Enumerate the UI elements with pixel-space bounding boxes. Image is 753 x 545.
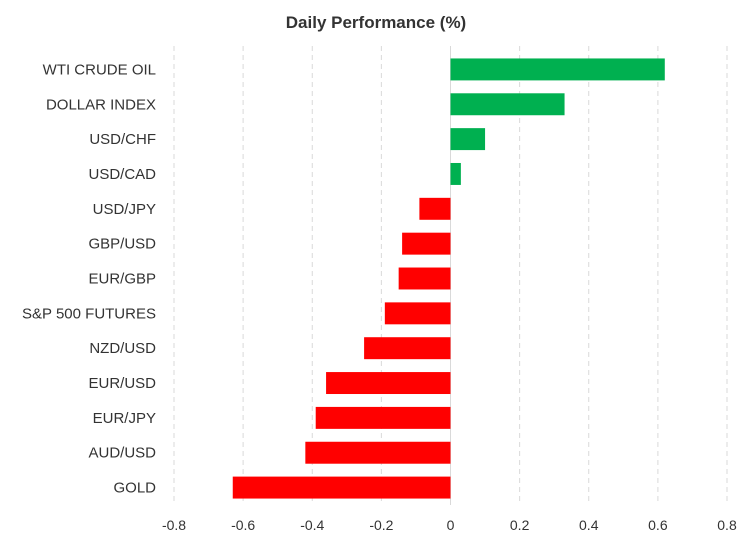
bars — [232, 58, 665, 499]
x-tick-label: 0 — [447, 517, 455, 533]
category-label: EUR/USD — [88, 375, 156, 392]
category-label: EUR/GBP — [88, 271, 156, 288]
x-tick-label: -0.6 — [231, 517, 255, 533]
category-labels: WTI CRUDE OIL DOLLAR INDEX USD/CHF USD/CAD U… — [22, 61, 156, 496]
x-tick-label: -0.4 — [300, 517, 324, 533]
gridlines — [173, 46, 728, 505]
category-label: DOLLAR INDEX — [46, 96, 156, 113]
x-tick-label: 0.2 — [510, 517, 530, 533]
bar — [315, 406, 451, 429]
category-label: USD/CHF — [89, 131, 156, 148]
bar — [398, 267, 451, 290]
x-tick-label: 0.6 — [648, 517, 668, 533]
bar — [402, 232, 451, 255]
bar — [305, 441, 451, 464]
x-tick-label: 0.8 — [717, 517, 737, 533]
category-label: USD/CAD — [88, 166, 156, 183]
bar — [364, 337, 451, 360]
bar — [450, 128, 486, 151]
category-label: AUD/USD — [88, 445, 156, 462]
category-label: NZD/USD — [89, 340, 156, 357]
bar — [232, 476, 451, 499]
bar — [419, 197, 451, 220]
category-label: EUR/JPY — [93, 410, 156, 427]
bar — [450, 162, 461, 185]
x-tick-label: -0.8 — [162, 517, 186, 533]
x-tick-label: -0.2 — [369, 517, 393, 533]
bar — [384, 302, 451, 325]
category-label: USD/JPY — [93, 201, 156, 218]
category-label: GBP/USD — [88, 236, 156, 253]
category-label: GOLD — [113, 480, 156, 497]
chart-title: Daily Performance (%) — [286, 13, 466, 32]
category-label: WTI CRUDE OIL — [43, 61, 156, 78]
x-axis-tick-labels: -0.8 -0.6 -0.4 -0.2 0 0.2 0.4 0.6 0.8 — [162, 517, 737, 533]
bar — [450, 93, 565, 116]
category-label: S&P 500 FUTURES — [22, 305, 156, 322]
bar — [326, 372, 451, 395]
bar — [450, 58, 665, 81]
x-tick-label: 0.4 — [579, 517, 599, 533]
